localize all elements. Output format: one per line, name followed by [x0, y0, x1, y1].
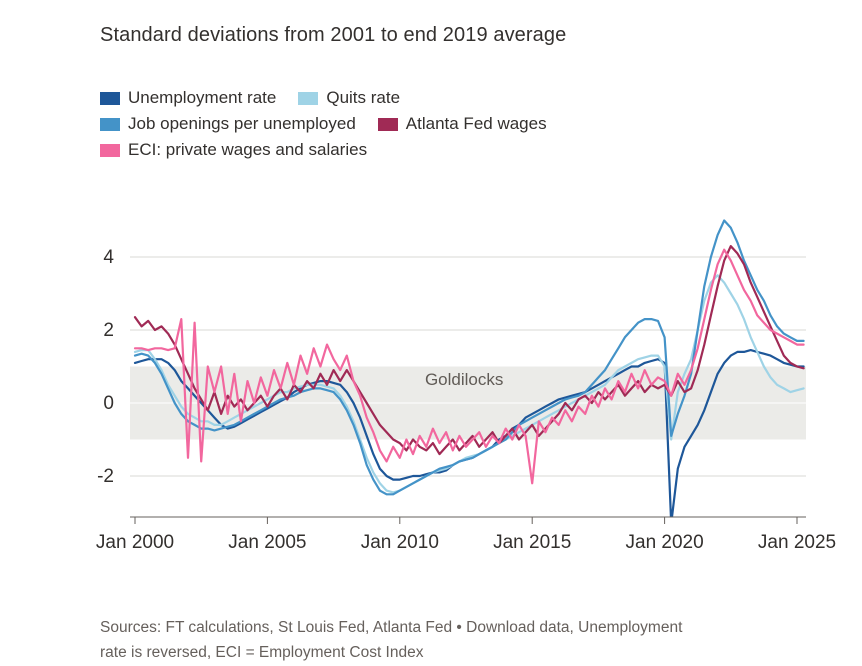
y-tick-label: 0: [103, 393, 114, 414]
x-tick-label: Jan 2005: [228, 532, 306, 553]
source-line-1: Sources: FT calculations, St Louis Fed, …: [100, 619, 683, 636]
legend-label: Quits rate: [326, 88, 401, 107]
x-tick-label: Jan 2010: [361, 532, 439, 553]
series-atlanta-fed-wages: [133, 245, 805, 456]
legend-row: Unemployment rate Quits rate: [100, 88, 547, 108]
x-tick-label: Jan 2025: [758, 532, 836, 553]
quits-rate-swatch: [298, 91, 319, 105]
legend-item-unemployment-rate: Unemployment rate: [100, 88, 276, 108]
series-job-openings-per-unemployed: [133, 219, 805, 496]
unemployment-rate-swatch: [100, 91, 120, 105]
legend-row: ECI: private wages and salaries: [100, 140, 547, 160]
chart-title: Standard deviations from 2001 to end 201…: [100, 24, 567, 46]
source-note: Sources: FT calculations, St Louis Fed, …: [100, 616, 800, 666]
y-tick-label: 2: [103, 320, 114, 341]
eci-swatch: [100, 143, 120, 157]
legend-item-job-openings: Job openings per unemployed: [100, 114, 356, 134]
legend: Unemployment rate Quits rate Job opening…: [100, 88, 547, 160]
legend-label: Job openings per unemployed: [128, 114, 356, 133]
x-tick-label: Jan 2015: [493, 532, 571, 553]
source-line-2: rate is reversed, ECI = Employment Cost …: [100, 643, 424, 661]
legend-label: Unemployment rate: [128, 88, 277, 107]
legend-row: Job openings per unemployed Atlanta Fed …: [100, 114, 547, 134]
job-openings-swatch: [100, 117, 120, 131]
legend-label: Atlanta Fed wages: [405, 114, 547, 133]
legend-item-quits-rate: Quits rate: [298, 88, 400, 108]
goldilocks-label: Goldilocks: [425, 370, 503, 389]
x-tick-label: Jan 2000: [96, 532, 174, 553]
line-chart: Jan 2000 Jan 2005 Jan 2010 Jan 2015 Jan 2020…: [96, 219, 836, 553]
legend-item-atlanta-fed-wages: Atlanta Fed wages: [377, 114, 547, 134]
series-eci-private-wages-and-salaries: [133, 248, 805, 485]
legend-item-eci: ECI: private wages and salaries: [100, 140, 367, 160]
y-tick-label: -2: [97, 466, 114, 487]
atlanta-fed-wages-swatch: [377, 117, 398, 131]
x-tick-label: Jan 2020: [626, 532, 704, 553]
series-quits-rate: [133, 274, 805, 494]
legend-label: ECI: private wages and salaries: [128, 140, 368, 159]
y-tick-label: 4: [103, 247, 114, 268]
